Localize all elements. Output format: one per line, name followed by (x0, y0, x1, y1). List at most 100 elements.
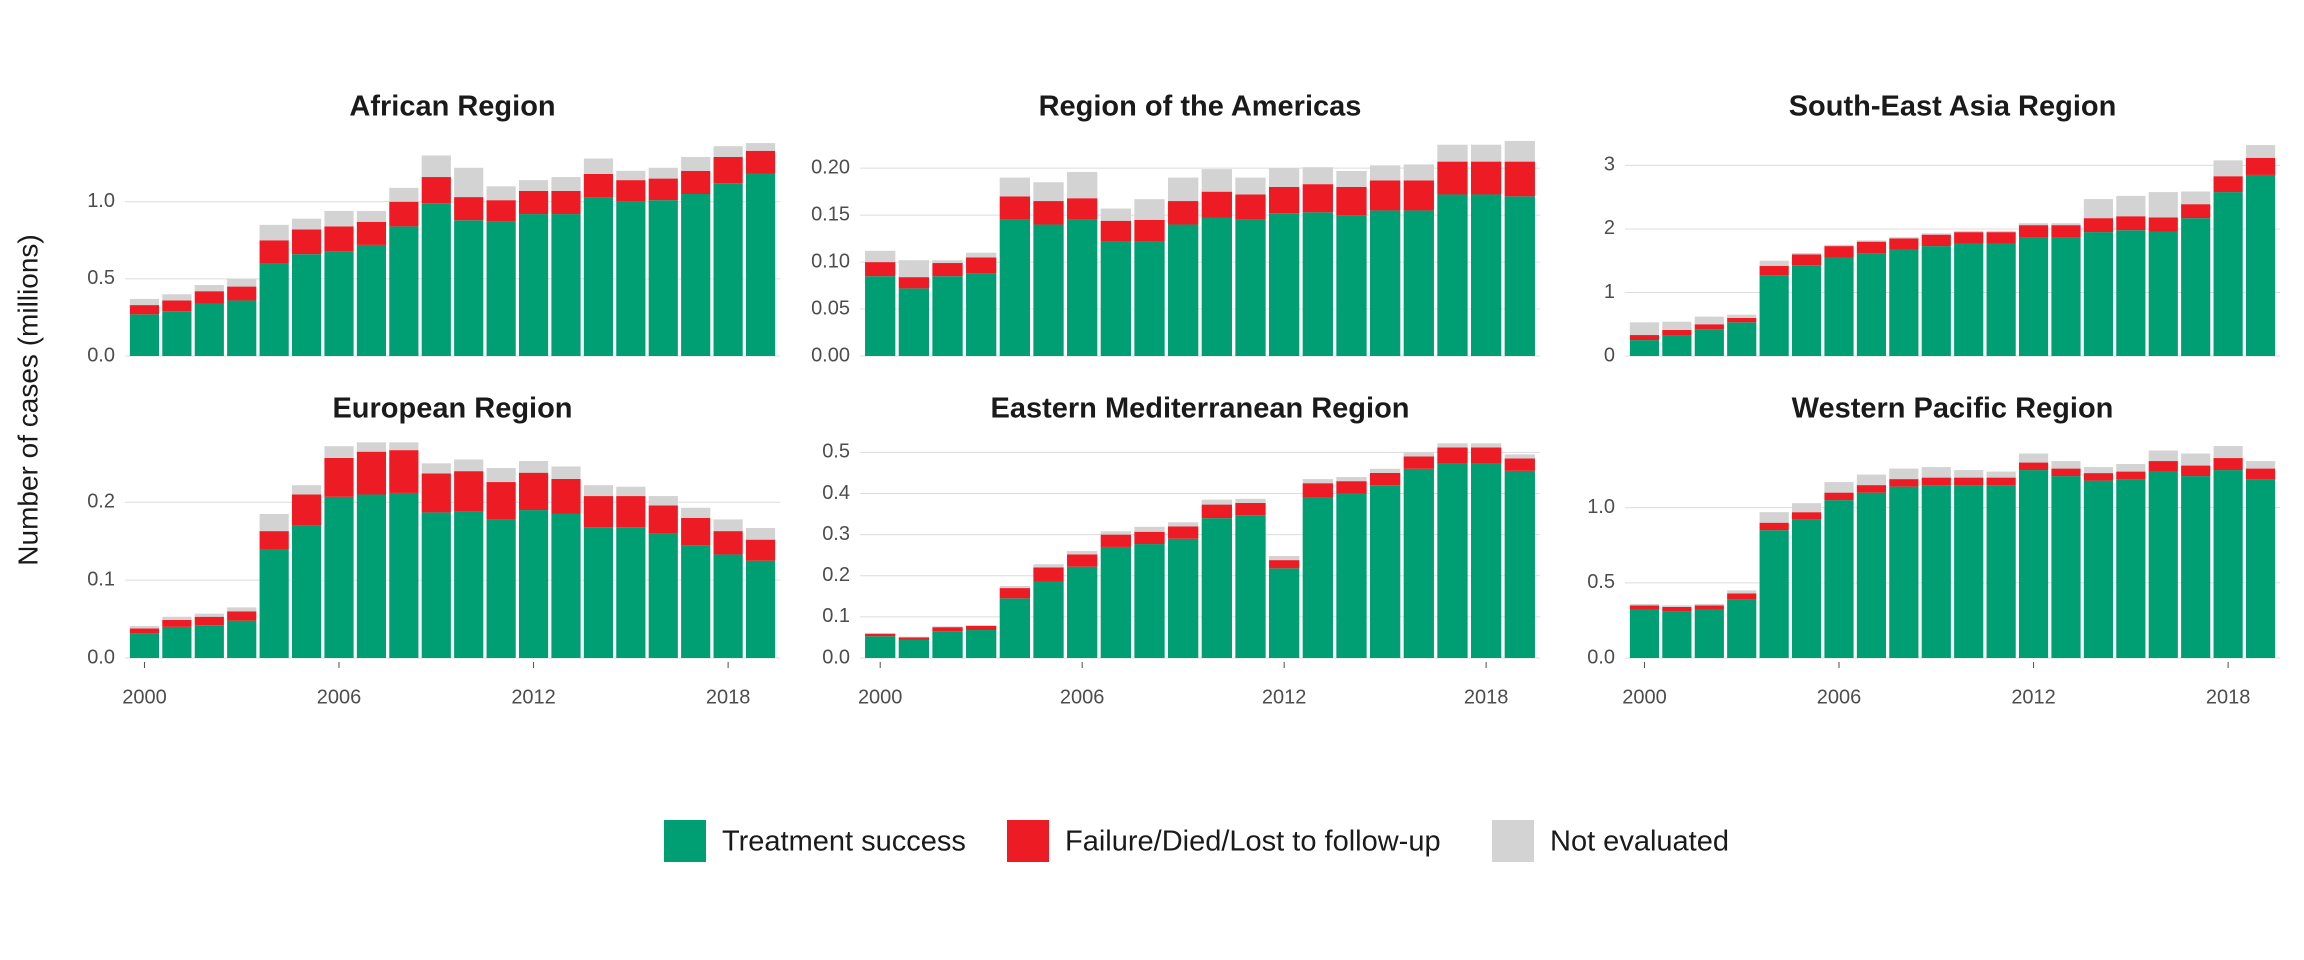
bar-segment (2181, 453, 2211, 466)
bar-segment (1269, 186, 1300, 214)
bar-segment (2116, 464, 2146, 472)
bar-segment (518, 180, 549, 191)
bar-segment (1033, 182, 1064, 202)
bar-segment (1986, 243, 2016, 356)
bar-segment (616, 180, 646, 202)
bar-segment (583, 158, 614, 174)
bar-segment (1302, 212, 1333, 356)
bar-segment (1629, 605, 1660, 610)
bar-segment (518, 214, 549, 356)
bar-segment (1067, 198, 1098, 220)
bar-segment (2148, 471, 2178, 658)
bar-segment (1302, 184, 1333, 213)
bar-segment (356, 451, 387, 495)
bar-segment (1336, 186, 1367, 216)
bar-segment (486, 468, 516, 483)
bar-segment (2213, 470, 2243, 658)
bar-segment (932, 626, 963, 628)
bar-segment (2116, 230, 2146, 356)
bar-segment (966, 630, 997, 658)
bar-segment (1134, 219, 1165, 242)
x-tick-label: 2000 (1622, 686, 1667, 708)
bar-segment (2018, 225, 2049, 238)
bar-segment (865, 262, 896, 277)
y-tick-label: 3 (1604, 154, 1615, 176)
bar-segment (1100, 220, 1131, 242)
bar-segment (1986, 230, 2016, 233)
bar-segment (2148, 231, 2178, 356)
x-tick-label: 2006 (1817, 686, 1862, 708)
bar-segment (2213, 160, 2243, 177)
bar-segment (1824, 482, 1854, 493)
bar-segment (999, 177, 1030, 197)
bar-segment (421, 512, 451, 658)
bar-segment (389, 450, 419, 493)
bar-segment (1033, 564, 1064, 568)
y-tick-label: 0.1 (87, 568, 115, 590)
bar-segment (421, 177, 451, 204)
x-tick-label: 2012 (511, 686, 556, 708)
bar-segment (227, 620, 257, 658)
bar-segment (1437, 447, 1468, 464)
legend-swatch (664, 820, 706, 862)
bar-segment (259, 224, 289, 241)
bar-segment (129, 305, 160, 315)
bar-segment (356, 494, 387, 658)
legend-label: Failure/Died/Lost to follow-up (1065, 826, 1441, 858)
bar-segment (1921, 467, 1951, 478)
bar-segment (2181, 465, 2211, 477)
bar-segment (898, 288, 930, 356)
bar-segment (999, 219, 1030, 356)
bar-segment (999, 588, 1030, 599)
panel-title: Region of the Americas (1039, 91, 1362, 123)
bar-segment (2148, 217, 2178, 232)
bar-segment (1302, 483, 1333, 498)
bar-segment (1033, 581, 1064, 658)
bar-segment (713, 531, 743, 555)
bar-segment (1504, 161, 1535, 197)
bar-segment (291, 485, 322, 495)
bar-segment (1921, 233, 1951, 235)
bar-segment (291, 218, 322, 230)
panel-title: Eastern Mediterranean Region (991, 393, 1410, 425)
bar-segment (389, 201, 419, 227)
bar-segment (2018, 462, 2049, 471)
bar-segment (1336, 170, 1367, 187)
bar-segment (486, 519, 516, 658)
bar-segment (1201, 499, 1232, 505)
bar-segment (1100, 534, 1131, 547)
bar-segment (518, 461, 549, 473)
bar-segment (2051, 468, 2081, 477)
bar-segment (1201, 504, 1232, 519)
bar-segment (681, 507, 711, 518)
bar-segment (1336, 215, 1367, 356)
bar-segment (129, 298, 160, 306)
bar-segment (1504, 196, 1535, 356)
bar-segment (129, 314, 160, 356)
bar-segment (1067, 551, 1098, 555)
bar-segment (1791, 254, 1822, 266)
bar-segment (1235, 194, 1266, 220)
bar-segment (1067, 219, 1098, 356)
bar-segment (966, 257, 997, 274)
x-tick-label: 2006 (1060, 686, 1105, 708)
x-tick-label: 2018 (706, 686, 751, 708)
bar-segment (999, 598, 1030, 658)
legend-swatch (1492, 820, 1534, 862)
bar-segment (999, 196, 1030, 220)
bar-segment (2018, 453, 2049, 463)
bar-segment (421, 473, 451, 513)
bar-segment (1504, 140, 1535, 162)
y-tick-label: 0.0 (822, 646, 850, 668)
bar-segment (1856, 474, 1887, 486)
bar-segment (1759, 265, 1789, 276)
bar-segment (1470, 161, 1502, 195)
bar-segment (291, 494, 322, 526)
bar-segment (2181, 204, 2211, 219)
bar-segment (259, 549, 289, 658)
bar-segment (1629, 340, 1660, 356)
bar-segment (421, 203, 451, 356)
x-tick-label: 2000 (122, 686, 167, 708)
bar-segment (356, 442, 387, 452)
bar-segment (1921, 485, 1951, 658)
